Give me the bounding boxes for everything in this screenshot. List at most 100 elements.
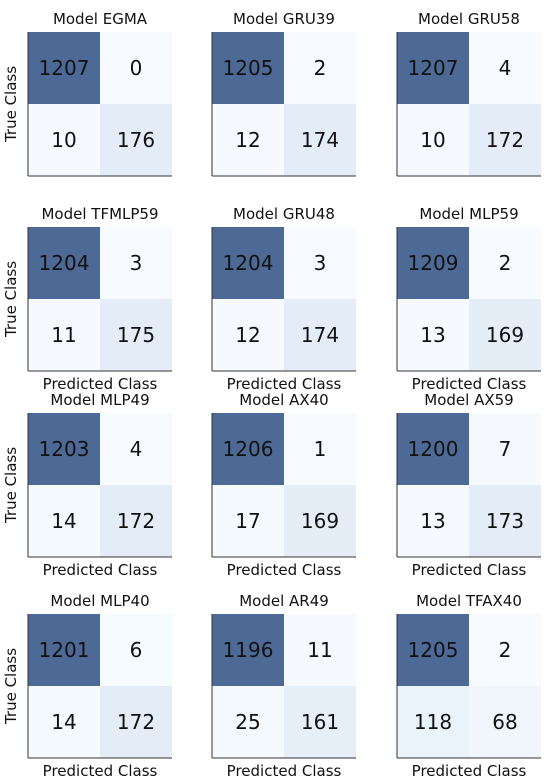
confusion-matrix-panel: Model TFAX40 1205 2 118 68 Predicted Class — [396, 592, 541, 780]
matrix-title: Model AX40 — [239, 391, 328, 409]
matrix-cell — [100, 413, 172, 485]
cell-value-label: 161 — [301, 710, 339, 734]
confusion-matrix-panel: Model GRU48 1204 3 12 174 Predicted Class — [211, 205, 356, 393]
matrix-cell — [28, 686, 100, 758]
matrix-cell — [469, 485, 541, 557]
matrix-title: Model AR49 — [239, 592, 329, 610]
cell-value-label: 169 — [486, 323, 524, 347]
cell-value-label: 118 — [414, 710, 452, 734]
matrix-cell — [284, 485, 356, 557]
confusion-matrix-panel: Model EGMA 1207 0 10 176 True Class — [2, 10, 172, 177]
y-axis-label: True Class — [2, 447, 20, 524]
cell-value-label: 173 — [486, 509, 524, 533]
confusion-matrix-panel: Model AX40 1206 1 17 169 Predicted Class — [211, 391, 356, 579]
cell-value-label: 25 — [235, 710, 260, 734]
cell-value-label: 14 — [51, 710, 76, 734]
cell-value-label: 176 — [117, 128, 155, 152]
matrix-cell — [212, 32, 284, 104]
matrix-cell — [397, 614, 469, 686]
matrix-cell — [28, 485, 100, 557]
matrix-cell — [100, 32, 172, 104]
matrix-title: Model GRU48 — [233, 205, 335, 223]
matrix-cell — [28, 413, 100, 485]
cell-value-label: 172 — [117, 509, 155, 533]
cell-value-label: 0 — [130, 56, 143, 80]
confusion-matrix-panel: Model MLP40 1201 6 14 172 True Class Predicted… — [2, 592, 172, 780]
matrix-cell — [469, 413, 541, 485]
matrix-cell — [100, 104, 172, 176]
cell-value-label: 3 — [130, 251, 143, 275]
x-axis-label: Predicted Class — [227, 561, 342, 579]
matrix-cell — [100, 485, 172, 557]
y-axis-label: True Class — [2, 648, 20, 725]
cell-value-label: 12 — [235, 128, 260, 152]
cell-value-label: 172 — [486, 128, 524, 152]
confusion-matrix-panel: Model AX59 1200 7 13 173 Predicted Class — [396, 391, 541, 579]
cell-value-label: 13 — [420, 323, 445, 347]
confusion-matrix-panel: Model GRU58 1207 4 10 172 — [396, 10, 541, 177]
matrix-cell — [397, 104, 469, 176]
cell-value-label: 1201 — [39, 638, 90, 662]
matrix-cell — [284, 686, 356, 758]
matrix-cell — [100, 686, 172, 758]
matrix-cell — [397, 227, 469, 299]
cell-value-label: 7 — [499, 437, 512, 461]
matrix-cell — [469, 227, 541, 299]
cell-value-label: 17 — [235, 509, 260, 533]
x-axis-label: Predicted Class — [412, 375, 527, 393]
matrix-cell — [397, 299, 469, 371]
cell-value-label: 4 — [130, 437, 143, 461]
matrix-title: Model GRU58 — [418, 10, 520, 28]
matrix-cell — [28, 614, 100, 686]
matrix-cell — [397, 32, 469, 104]
matrix-cell — [100, 614, 172, 686]
cell-value-label: 14 — [51, 509, 76, 533]
cell-value-label: 174 — [301, 128, 339, 152]
matrix-cell — [28, 299, 100, 371]
x-axis-label: Predicted Class — [227, 375, 342, 393]
matrix-cell — [397, 485, 469, 557]
matrix-cell — [212, 299, 284, 371]
cell-value-label: 175 — [117, 323, 155, 347]
matrix-cell — [212, 686, 284, 758]
matrix-cell — [284, 614, 356, 686]
matrix-cell — [469, 32, 541, 104]
matrix-title: Model GRU39 — [233, 10, 335, 28]
x-axis-label: Predicted Class — [227, 762, 342, 780]
cell-value-label: 4 — [499, 56, 512, 80]
cell-value-label: 1205 — [408, 638, 459, 662]
matrix-cell — [469, 104, 541, 176]
x-axis-label: Predicted Class — [412, 762, 527, 780]
cell-value-label: 1207 — [408, 56, 459, 80]
cell-value-label: 13 — [420, 509, 445, 533]
matrix-cell — [212, 614, 284, 686]
cell-value-label: 12 — [235, 323, 260, 347]
matrix-cell — [284, 104, 356, 176]
confusion-matrix-panel: Model AR49 1196 11 25 161 Predicted Class — [211, 592, 356, 780]
matrix-title: Model AX59 — [424, 391, 513, 409]
matrix-cell — [212, 227, 284, 299]
cell-value-label: 3 — [314, 251, 327, 275]
cell-value-label: 1209 — [408, 251, 459, 275]
confusion-matrix-panel: Model TFMLP59 1204 3 11 175 True Class Predict… — [2, 205, 172, 393]
cell-value-label: 174 — [301, 323, 339, 347]
cell-value-label: 1204 — [39, 251, 90, 275]
matrix-cell — [469, 614, 541, 686]
matrix-cell — [284, 299, 356, 371]
matrix-cell — [284, 227, 356, 299]
cell-value-label: 10 — [420, 128, 445, 152]
matrix-cell — [397, 413, 469, 485]
matrix-cell — [284, 32, 356, 104]
x-axis-label: Predicted Class — [43, 375, 158, 393]
matrix-cell — [100, 227, 172, 299]
matrix-title: Model EGMA — [53, 10, 148, 28]
matrix-cell — [212, 413, 284, 485]
matrix-title: Model MLP40 — [50, 592, 149, 610]
cell-value-label: 1207 — [39, 56, 90, 80]
cell-value-label: 10 — [51, 128, 76, 152]
cell-value-label: 1206 — [223, 437, 274, 461]
cell-value-label: 1204 — [223, 251, 274, 275]
confusion-matrix-panel: Model MLP49 1203 4 14 172 True Class Predicted… — [2, 391, 172, 579]
cell-value-label: 2 — [499, 638, 512, 662]
